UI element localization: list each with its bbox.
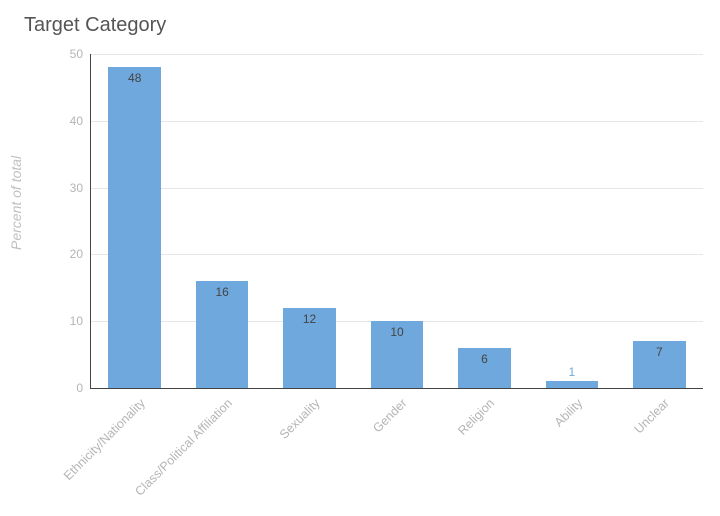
- x-tick-label: Religion: [455, 396, 497, 438]
- y-tick-label: 30: [70, 181, 91, 195]
- bar-value-label: 7: [656, 345, 663, 359]
- x-tick-label: Ability: [551, 396, 584, 429]
- gridline: [91, 254, 703, 255]
- y-tick-label: 20: [70, 247, 91, 261]
- chart-title: Target Category: [24, 14, 166, 37]
- y-tick-label: 50: [70, 47, 91, 61]
- x-tick-label: Unclear: [632, 396, 672, 436]
- bar-value-label: 1: [569, 365, 576, 379]
- bar: [108, 67, 160, 388]
- gridline: [91, 54, 703, 55]
- bar-value-label: 16: [215, 285, 228, 299]
- chart-frame: Target Category Percent of total 0 10 20 30…: [0, 0, 720, 516]
- x-tick-label: Class/Political Affiliation: [132, 396, 235, 499]
- x-tick-label: Ethnicity/Nationality: [61, 396, 148, 483]
- bar-value-label: 10: [390, 325, 403, 339]
- bar-value-label: 48: [128, 71, 141, 85]
- x-tick-label: Gender: [371, 396, 410, 435]
- x-tick-label: Sexuality: [277, 396, 323, 442]
- gridline: [91, 188, 703, 189]
- y-tick-label: 10: [70, 314, 91, 328]
- plot-area: 0102030405048161210617: [90, 54, 703, 389]
- bar-value-label: 6: [481, 352, 488, 366]
- y-tick-label: 0: [76, 381, 91, 395]
- bar: [546, 381, 598, 388]
- y-tick-label: 40: [70, 114, 91, 128]
- bar-value-label: 12: [303, 312, 316, 326]
- y-axis-label: Percent of total: [8, 156, 24, 250]
- gridline: [91, 121, 703, 122]
- x-tick-area: Ethnicity/NationalityClass/Political Aff…: [90, 388, 702, 516]
